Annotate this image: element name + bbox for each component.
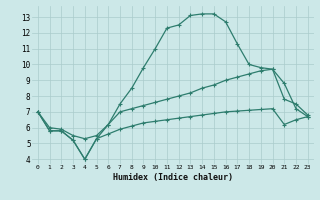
X-axis label: Humidex (Indice chaleur): Humidex (Indice chaleur): [113, 173, 233, 182]
